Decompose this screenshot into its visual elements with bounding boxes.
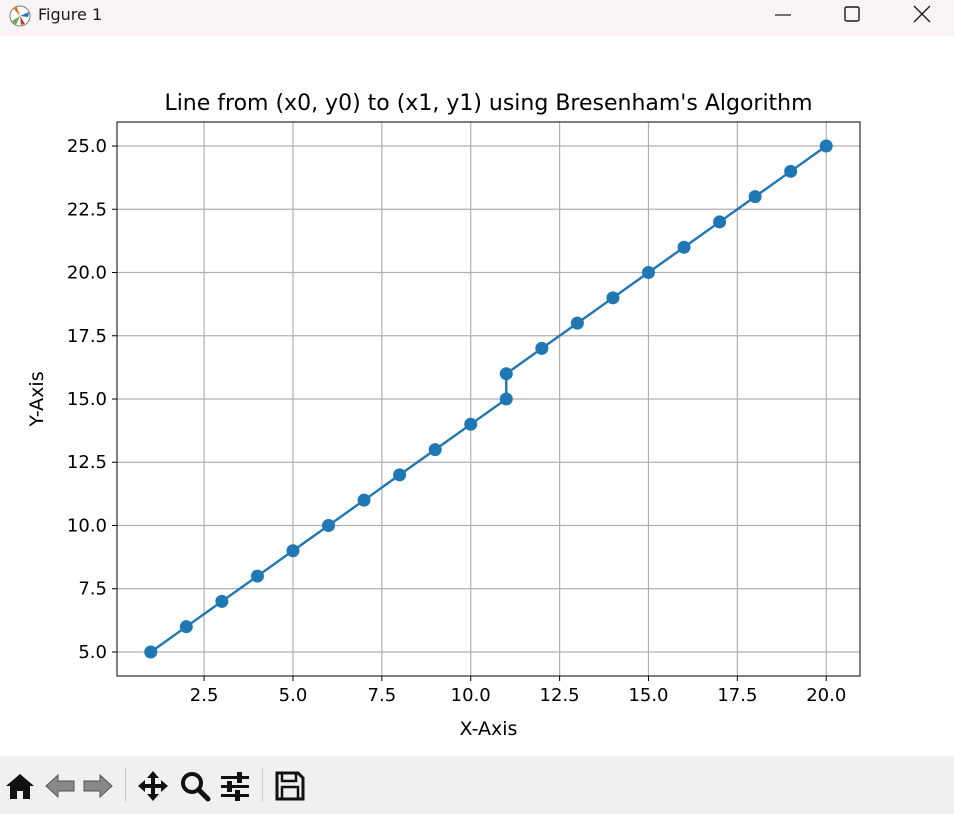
close-button[interactable] xyxy=(899,0,945,30)
chart-title: Line from (x0, y0) to (x1, y1) using Bre… xyxy=(164,91,812,116)
x-tick-label: 5.0 xyxy=(279,685,308,706)
back-button[interactable] xyxy=(40,764,80,804)
grid-lines xyxy=(117,122,860,676)
configure-subplots-button[interactable] xyxy=(215,764,255,804)
x-tick-label: 15.0 xyxy=(628,685,668,706)
data-point xyxy=(428,443,442,457)
back-icon xyxy=(45,773,75,799)
x-tick-label: 7.5 xyxy=(368,685,397,706)
data-point xyxy=(606,291,620,305)
toolbar-separator xyxy=(262,768,263,802)
x-tick-label: 2.5 xyxy=(190,685,219,706)
forward-button[interactable] xyxy=(78,764,118,804)
maximize-button[interactable] xyxy=(829,0,875,30)
data-point xyxy=(215,594,229,608)
data-point xyxy=(748,190,762,204)
x-tick-label: 20.0 xyxy=(806,685,846,706)
data-point xyxy=(784,164,798,178)
pan-icon xyxy=(138,771,168,801)
minimize-button[interactable] xyxy=(760,0,806,30)
navigation-toolbar xyxy=(0,756,954,814)
data-point xyxy=(713,215,727,229)
data-point xyxy=(393,468,407,482)
y-tick-label: 15.0 xyxy=(67,389,107,410)
data-point xyxy=(179,620,193,634)
y-tick-label: 25.0 xyxy=(67,136,107,157)
data-point xyxy=(357,493,371,507)
title-bar: Figure 1 xyxy=(0,0,954,36)
maximize-icon xyxy=(844,6,860,22)
x-tick-label: 12.5 xyxy=(540,685,580,706)
x-axis-label: X-Axis xyxy=(460,718,518,740)
data-point xyxy=(464,417,478,431)
save-button[interactable] xyxy=(270,764,310,804)
window-title: Figure 1 xyxy=(38,5,103,24)
matplotlib-app-icon xyxy=(9,5,31,27)
forward-icon xyxy=(83,773,113,799)
data-point xyxy=(641,266,655,280)
minimize-icon xyxy=(775,14,791,16)
y-tick-label: 5.0 xyxy=(78,642,107,663)
save-icon xyxy=(275,771,305,801)
x-tick-label: 17.5 xyxy=(717,685,757,706)
data-point xyxy=(250,569,264,583)
y-tick-label: 7.5 xyxy=(78,579,107,600)
y-axis-label: Y-Axis xyxy=(26,371,48,427)
pan-button[interactable] xyxy=(133,764,173,804)
zoom-icon xyxy=(181,772,211,802)
y-tick-label: 20.0 xyxy=(67,263,107,284)
toolbar-separator xyxy=(125,768,126,802)
figure-canvas: 2.5 5.0 7.5 10.0 12.5 15.0 17.5 20.0 5.0 7.5 10.0 1… xyxy=(26,91,861,740)
data-point xyxy=(322,518,336,532)
data-point xyxy=(819,139,833,153)
y-tick-label: 10.0 xyxy=(67,515,107,536)
close-icon xyxy=(913,5,931,23)
data-point xyxy=(286,544,300,558)
data-point xyxy=(677,240,691,254)
data-point xyxy=(570,316,584,330)
y-tick-label: 22.5 xyxy=(67,199,107,220)
y-tick-label: 12.5 xyxy=(67,452,107,473)
series-layer xyxy=(144,139,833,659)
x-tick-label: 10.0 xyxy=(451,685,491,706)
tick-layer: 2.5 5.0 7.5 10.0 12.5 15.0 17.5 20.0 5.0 7.5 10.0 1… xyxy=(67,136,846,706)
data-point xyxy=(499,392,513,406)
home-icon xyxy=(6,774,34,799)
home-button[interactable] xyxy=(0,764,40,804)
data-point xyxy=(499,367,513,381)
data-point xyxy=(144,645,158,659)
zoom-button[interactable] xyxy=(175,764,215,804)
configure-subplots-icon xyxy=(221,772,249,801)
data-point xyxy=(535,341,549,355)
y-tick-label: 17.5 xyxy=(67,326,107,347)
